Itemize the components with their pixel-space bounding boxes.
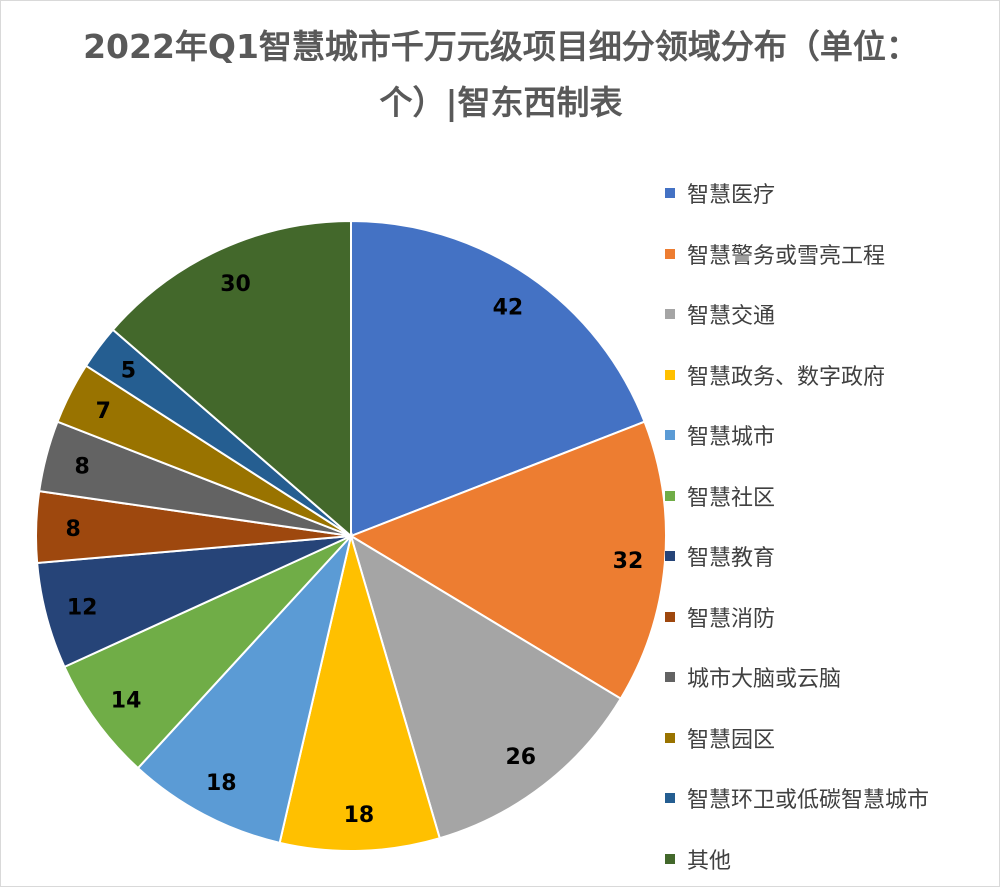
legend-label: 智慧政务、数字政府 — [687, 364, 886, 390]
legend-label: 智慧城市 — [687, 425, 776, 451]
legend-swatch — [665, 490, 675, 501]
legend-item: 智慧社区 — [665, 466, 929, 527]
legend-label: 智慧消防 — [687, 606, 776, 632]
pie-slice — [278, 532, 441, 852]
pie-slice — [136, 532, 353, 845]
data-label: 26 — [505, 745, 536, 770]
legend-swatch — [665, 248, 675, 259]
legend-item: 智慧教育 — [665, 526, 929, 587]
legend-swatch — [665, 430, 675, 441]
legend-item: 智慧消防 — [665, 587, 929, 648]
legend-item: 智慧城市 — [665, 405, 929, 466]
legend-swatch — [665, 853, 675, 864]
data-label: 42 — [493, 296, 524, 321]
legend-label: 智慧医疗 — [687, 183, 776, 209]
data-label: 18 — [206, 771, 237, 796]
legend-label: 其他 — [687, 848, 732, 874]
legend-swatch — [665, 551, 675, 562]
legend-item: 智慧警务或雪亮工程 — [665, 224, 929, 285]
legend-label: 智慧教育 — [687, 546, 776, 572]
data-label: 5 — [121, 358, 136, 383]
legend-swatch — [665, 309, 675, 320]
pie-slice — [348, 420, 667, 701]
legend-label: 智慧社区 — [687, 485, 776, 511]
legend-item: 智慧政务、数字政府 — [665, 345, 929, 406]
data-label: 18 — [344, 803, 375, 828]
data-label: 12 — [67, 596, 98, 621]
legend-swatch — [665, 188, 675, 199]
legend-label: 智慧环卫或低碳智慧城市 — [687, 788, 930, 814]
legend-item: 智慧医疗 — [665, 163, 929, 224]
pie-slice — [111, 219, 352, 539]
legend-swatch — [665, 732, 675, 743]
legend: 智慧医疗智慧警务或雪亮工程 智慧交通智慧政务、数字政府 智慧城市智慧社区智慧教育智慧… — [665, 163, 929, 887]
data-label: 30 — [220, 272, 251, 297]
data-label: 8 — [65, 517, 80, 542]
legend-label: 智慧警务或雪亮工程 — [687, 243, 886, 269]
legend-swatch — [665, 672, 675, 683]
data-label: 14 — [111, 688, 142, 713]
legend-item: 智慧交通 — [665, 284, 929, 345]
pie-slice — [63, 535, 352, 770]
data-label: 8 — [74, 454, 89, 479]
legend-item: 其他 — [665, 829, 929, 887]
data-label: 7 — [96, 399, 111, 424]
legend-label: 城市大脑或云脑 — [687, 667, 842, 693]
pie-slice — [350, 219, 646, 538]
legend-item: 城市大脑或云脑 — [665, 647, 929, 708]
legend-item: 智慧园区 — [665, 708, 929, 769]
legend-swatch — [665, 611, 675, 622]
data-label: 32 — [613, 549, 644, 574]
legend-item: 智慧环卫或低碳智慧城市 — [665, 768, 929, 829]
legend-label: 智慧交通 — [687, 304, 776, 330]
legend-label: 智慧园区 — [687, 727, 776, 753]
legend-swatch — [665, 369, 675, 380]
chart-title: 2022年Q1智慧城市千万元级项目细分领域分布（单位：个）|智东西制表 — [83, 27, 919, 122]
legend-swatch — [665, 793, 675, 804]
